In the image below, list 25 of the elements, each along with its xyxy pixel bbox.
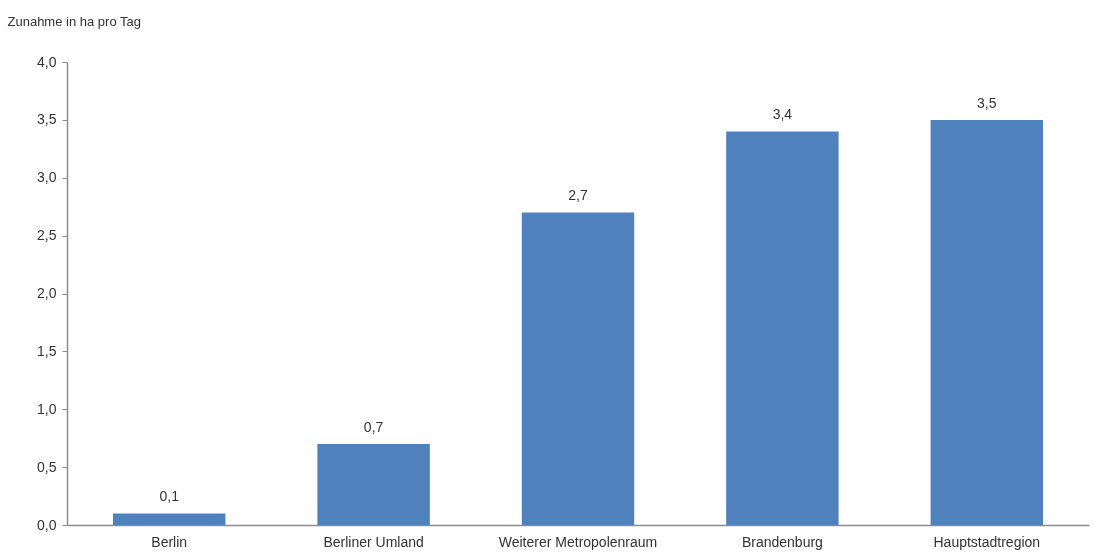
- x-tick-label: Hauptstadtregion: [933, 533, 1041, 550]
- y-axis-title: Zunahme in ha pro Tag: [7, 13, 141, 29]
- y-tick-label: 1,5: [37, 342, 57, 359]
- data-label: 3,4: [772, 106, 793, 123]
- y-tick-label: 0,0: [37, 516, 57, 533]
- data-label: 0,1: [159, 488, 180, 505]
- x-tick-label: Berliner Umland: [323, 533, 424, 550]
- bar: [112, 513, 226, 525]
- data-label: 0,7: [363, 418, 384, 435]
- data-label: 3,5: [977, 94, 997, 111]
- x-tick-label: Weiterer Metropolenraum: [498, 533, 658, 550]
- y-tick-label: 3,5: [37, 111, 57, 128]
- data-label: 2,7: [568, 187, 588, 204]
- x-tick-label: Berlin: [151, 533, 188, 550]
- y-tick-label: 2,0: [37, 285, 57, 301]
- bar: [930, 119, 1044, 525]
- y-tick-label: 0,5: [37, 458, 57, 475]
- y-tick-label: 2,5: [37, 227, 57, 244]
- bar: [317, 443, 430, 525]
- y-tick-label: 4,0: [37, 53, 57, 70]
- y-tick-label: 3,0: [37, 169, 57, 186]
- x-tick-label: Brandenburg: [741, 533, 823, 550]
- bar: [521, 212, 635, 525]
- bar: [726, 131, 839, 525]
- y-tick-label: 1,0: [37, 400, 57, 417]
